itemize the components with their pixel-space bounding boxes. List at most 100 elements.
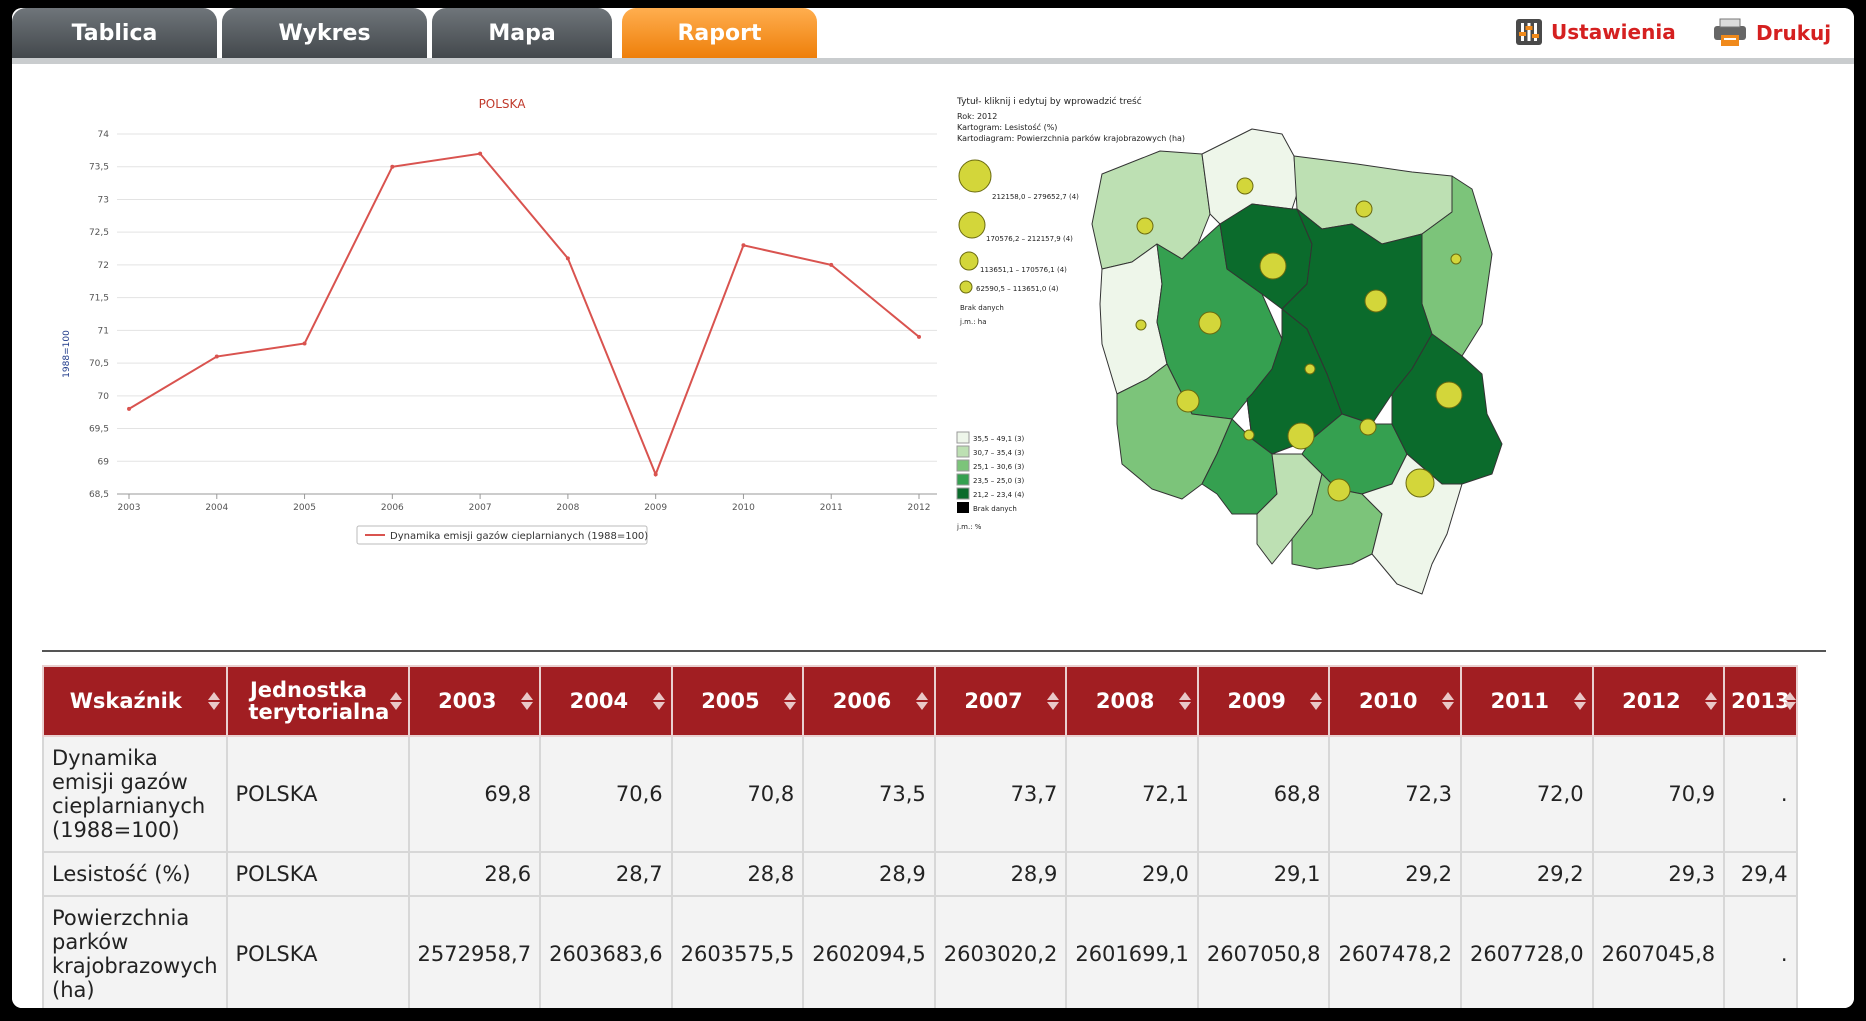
report-content: POLSKA 1988=100 68,5 69 69,5 70 70,5 71 71,5 72… bbox=[12, 64, 1854, 1008]
data-point[interactable] bbox=[829, 262, 834, 267]
data-point[interactable] bbox=[917, 334, 921, 339]
col-header-year[interactable]: 2006 bbox=[802, 665, 936, 737]
y-tick-label: 71 bbox=[98, 326, 109, 336]
chart-legend[interactable]: Dynamika emisji gazów cieplarnianych (19… bbox=[356, 525, 648, 545]
map-circle bbox=[1364, 289, 1388, 313]
tab-tablica[interactable]: Tablica bbox=[12, 8, 217, 58]
sort-icon[interactable] bbox=[652, 692, 665, 710]
col-header-year[interactable]: 2013 bbox=[1723, 665, 1798, 737]
region-pomorskie[interactable] bbox=[1201, 128, 1298, 225]
col-header-jednostka[interactable]: Jednostka terytorialna bbox=[225, 665, 410, 737]
data-point[interactable] bbox=[127, 406, 131, 411]
region-podkarpackie[interactable] bbox=[1361, 453, 1463, 595]
sort-icon[interactable] bbox=[915, 692, 928, 710]
legend-label: Dynamika emisji gazów cieplarnianych (19… bbox=[390, 530, 648, 542]
y-tick-label: 69 bbox=[98, 457, 110, 467]
col-header-wskaznik[interactable]: Wskaźnik bbox=[42, 665, 228, 737]
map-circle bbox=[1259, 252, 1287, 280]
cell-value: 2602094,5 bbox=[802, 895, 936, 1008]
circle-legend: 212158,0 – 279652,7 (4) 170576,2 – 21215… bbox=[958, 159, 1079, 326]
col-header-year[interactable]: 2007 bbox=[933, 665, 1068, 737]
tab-mapa[interactable]: Mapa bbox=[432, 8, 612, 58]
cell-value: 2603575,5 bbox=[670, 895, 805, 1008]
legend-swatch-nodata bbox=[957, 502, 969, 513]
poland-map[interactable] bbox=[1091, 128, 1503, 595]
legend-swatch-5 bbox=[956, 487, 970, 500]
col-header-year[interactable]: 2004 bbox=[539, 665, 673, 737]
cell-value: 28,9 bbox=[933, 851, 1068, 897]
col-header-year[interactable]: 2008 bbox=[1065, 665, 1199, 737]
settings-button[interactable]: Ustawienia bbox=[1515, 18, 1676, 46]
sort-icon[interactable] bbox=[389, 692, 402, 710]
circle-legend-item: 212158,0 – 279652,7 (4) bbox=[992, 193, 1079, 201]
print-button[interactable]: Drukuj bbox=[1712, 18, 1831, 48]
col-header-year[interactable]: 2003 bbox=[407, 665, 542, 737]
y-tick-label: 73 bbox=[98, 195, 109, 205]
circle-legend-item: 170576,2 – 212157,9 (4) bbox=[986, 235, 1073, 243]
legend-circle-xsmall bbox=[959, 280, 973, 294]
table-row: Powierzchnia parków krajobrazowych (ha) … bbox=[42, 895, 1798, 1008]
map-circle bbox=[1359, 418, 1377, 436]
legend-swatch-1 bbox=[956, 431, 970, 444]
map-circle bbox=[1176, 389, 1200, 413]
sort-icon[interactable] bbox=[1310, 692, 1323, 710]
sort-icon[interactable] bbox=[521, 692, 534, 710]
sort-icon[interactable] bbox=[1442, 692, 1455, 710]
tab-wykres[interactable]: Wykres bbox=[222, 8, 427, 58]
chart-grid bbox=[117, 133, 937, 495]
cell-value: 70,6 bbox=[539, 735, 673, 853]
col-header-year[interactable]: 2005 bbox=[670, 665, 805, 737]
x-tick-label: 2009 bbox=[644, 503, 667, 513]
cell-value: 2607050,8 bbox=[1196, 895, 1331, 1008]
series-line[interactable] bbox=[128, 152, 920, 478]
map-title[interactable]: Tytuł- kliknij i edytuj by wprowadzić tr… bbox=[956, 96, 1142, 107]
circle-legend-item: 113651,1 – 170576,1 (4) bbox=[980, 266, 1067, 274]
data-point[interactable] bbox=[214, 354, 219, 359]
cell-value: . bbox=[1723, 735, 1798, 853]
map-circle bbox=[1355, 200, 1373, 218]
cell-value: 28,8 bbox=[670, 851, 805, 897]
color-legend-item: 23,5 – 25,0 (3) bbox=[973, 477, 1025, 485]
data-point[interactable] bbox=[390, 164, 395, 169]
col-header-year[interactable]: 2012 bbox=[1591, 665, 1726, 737]
legend-circle-small bbox=[959, 251, 979, 271]
col-header-year[interactable]: 2010 bbox=[1328, 665, 1463, 737]
tab-raport[interactable]: Raport bbox=[622, 8, 817, 58]
data-point[interactable] bbox=[478, 151, 483, 156]
sort-icon[interactable] bbox=[1047, 692, 1060, 710]
color-legend-unit: j.m.: % bbox=[956, 523, 982, 531]
cell-unit: POLSKA bbox=[225, 735, 410, 853]
map-circle bbox=[1243, 429, 1255, 441]
map-circle bbox=[1327, 478, 1351, 502]
x-tick-label: 2005 bbox=[293, 503, 316, 513]
col-header-year[interactable]: 2011 bbox=[1460, 665, 1594, 737]
cell-value: 28,9 bbox=[802, 851, 936, 897]
data-table: Wskaźnik Jednostka terytorialna 2003 200… bbox=[42, 665, 1798, 1008]
sort-icon[interactable] bbox=[207, 692, 220, 710]
col-header-year[interactable]: 2009 bbox=[1196, 665, 1331, 737]
cell-unit: POLSKA bbox=[225, 851, 410, 897]
color-legend-item: 25,1 – 30,6 (3) bbox=[973, 463, 1025, 471]
y-tick-label: 73,5 bbox=[89, 163, 109, 173]
cell-value: 70,8 bbox=[670, 735, 805, 853]
sort-icon[interactable] bbox=[784, 692, 797, 710]
data-point[interactable] bbox=[565, 256, 570, 261]
data-point[interactable] bbox=[653, 472, 658, 477]
cell-unit: POLSKA bbox=[225, 895, 410, 1008]
data-point[interactable] bbox=[741, 243, 746, 248]
sort-icon[interactable] bbox=[1178, 692, 1191, 710]
sort-icon[interactable] bbox=[1573, 692, 1586, 710]
cell-value: 72,1 bbox=[1065, 735, 1199, 853]
legend-box bbox=[356, 525, 648, 545]
tab-underline bbox=[12, 58, 1854, 64]
cell-value: 2607478,2 bbox=[1328, 895, 1463, 1008]
data-point[interactable] bbox=[302, 341, 307, 346]
map-circle bbox=[1236, 177, 1254, 195]
sort-icon[interactable] bbox=[1783, 692, 1796, 710]
legend-swatch-2 bbox=[956, 445, 970, 458]
x-tick-label: 2003 bbox=[118, 503, 141, 513]
map-circles bbox=[1135, 177, 1463, 502]
table-header-row: Wskaźnik Jednostka terytorialna 2003 200… bbox=[42, 665, 1798, 737]
sort-icon[interactable] bbox=[1705, 692, 1718, 710]
cell-indicator: Powierzchnia parków krajobrazowych (ha) bbox=[42, 895, 228, 1008]
